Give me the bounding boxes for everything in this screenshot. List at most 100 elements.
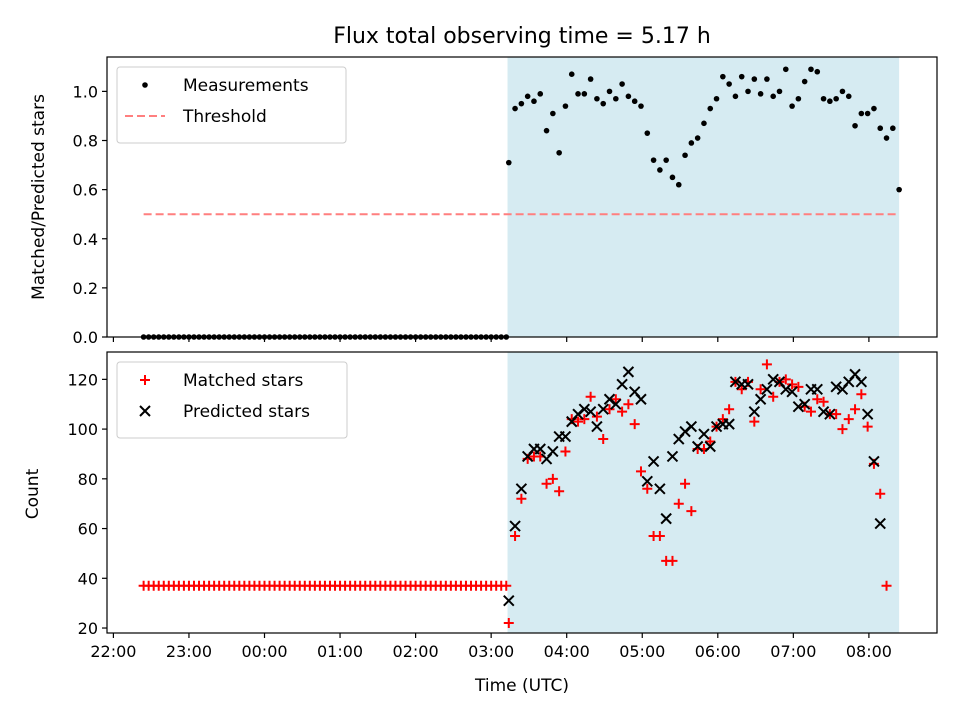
bottom-point xyxy=(837,424,848,435)
bottom-point xyxy=(705,436,716,447)
bottom-point xyxy=(698,428,710,440)
bottom-y-tick-label: 40 xyxy=(78,569,98,588)
top-axes-frame xyxy=(106,56,938,338)
top-point xyxy=(650,157,657,163)
top-panel: 0.0 0.2 0.4 0.6 0.8 1.0 Measurements Threshold xyxy=(73,56,938,347)
top-point xyxy=(606,88,613,95)
bottom-panel: 20 40 60 80 100 120 22:00 23:00 00:00 01:00 02:00 0… xyxy=(67,351,938,661)
x-axis-label: Time (UTC) xyxy=(474,676,569,696)
bottom-point xyxy=(654,483,666,495)
bottom-point xyxy=(780,383,792,396)
top-point xyxy=(833,95,839,102)
bottom-point xyxy=(798,398,811,410)
bottom-point xyxy=(591,420,603,433)
top-y-tick-label: 0.6 xyxy=(73,181,98,200)
bottom-legend: Matched stars Predicted stars xyxy=(116,361,348,439)
bottom-point xyxy=(710,420,723,433)
bottom-point xyxy=(691,440,704,453)
top-point xyxy=(575,91,581,97)
bottom-point xyxy=(736,384,747,395)
bottom-series-predicted-stars xyxy=(503,366,886,607)
bottom-x-tick-label: 06:00 xyxy=(695,642,741,661)
top-point xyxy=(537,91,544,97)
top-point xyxy=(524,93,531,100)
bottom-point xyxy=(635,466,646,477)
top-point xyxy=(550,110,556,117)
bottom-y-tick-label: 80 xyxy=(78,470,98,489)
bottom-point xyxy=(717,414,728,425)
bottom-point xyxy=(680,478,691,489)
top-point xyxy=(669,174,676,181)
bottom-point xyxy=(868,455,880,468)
top-point xyxy=(795,95,802,102)
top-point xyxy=(801,78,808,85)
top-point xyxy=(745,88,751,95)
top-point xyxy=(581,91,588,97)
bottom-point xyxy=(579,414,590,425)
top-y-tick-label: 0.4 xyxy=(73,230,98,249)
bottom-point xyxy=(647,455,660,468)
top-point xyxy=(613,95,619,102)
bottom-point xyxy=(724,404,735,415)
bottom-point xyxy=(749,416,760,427)
top-point xyxy=(631,98,638,105)
top-point xyxy=(562,103,569,109)
top-point xyxy=(845,93,852,100)
bottom-legend-marker xyxy=(139,405,151,417)
top-point xyxy=(543,127,550,134)
top-point xyxy=(808,66,814,73)
top-legend-box xyxy=(116,66,347,144)
top-legend-label: Measurements xyxy=(183,76,309,96)
top-point xyxy=(720,73,726,80)
bottom-point xyxy=(824,408,836,420)
bottom-point xyxy=(850,404,861,415)
bottom-point xyxy=(503,594,515,607)
top-point xyxy=(864,110,871,117)
bottom-point xyxy=(805,406,816,417)
top-point xyxy=(789,103,795,109)
top-point xyxy=(852,122,858,129)
bottom-point xyxy=(510,531,521,542)
bottom-point xyxy=(642,483,653,494)
bottom-point xyxy=(554,486,565,497)
bottom-point xyxy=(875,488,886,499)
bottom-point xyxy=(818,396,829,407)
bottom-point xyxy=(629,419,640,430)
bottom-x-tick-label: 00:00 xyxy=(241,642,287,661)
top-y-tick-label: 0.8 xyxy=(73,132,98,151)
top-y-tick-label: 0.2 xyxy=(73,279,98,298)
bottom-point xyxy=(817,405,830,418)
top-point xyxy=(638,103,644,109)
top-point xyxy=(827,98,833,105)
bottom-x-tick-label: 02:00 xyxy=(393,642,439,661)
bottom-point xyxy=(792,401,805,413)
top-point xyxy=(594,95,600,102)
bottom-legend-label: Matched stars xyxy=(183,371,303,391)
top-point xyxy=(738,73,745,80)
top-point xyxy=(701,120,707,127)
bottom-point xyxy=(761,383,773,396)
bottom-point xyxy=(843,414,854,425)
bottom-point xyxy=(754,393,767,405)
bottom-point xyxy=(610,394,621,405)
bottom-point xyxy=(723,418,735,430)
top-point xyxy=(587,76,594,82)
top-point xyxy=(877,125,884,132)
bottom-point xyxy=(855,376,868,388)
bottom-point xyxy=(622,366,635,378)
bottom-point xyxy=(768,391,779,402)
bottom-point xyxy=(761,359,772,370)
top-point xyxy=(657,167,663,173)
bottom-y-tick-label: 120 xyxy=(67,370,98,389)
top-point xyxy=(518,100,525,107)
bottom-point xyxy=(767,373,779,386)
bottom-point xyxy=(617,406,628,417)
bottom-point xyxy=(515,483,528,495)
top-observing-window xyxy=(507,57,900,337)
top-point xyxy=(644,130,651,136)
bottom-point xyxy=(547,473,558,484)
bottom-point xyxy=(862,421,873,432)
top-point xyxy=(556,149,562,156)
bottom-point xyxy=(666,450,679,463)
top-point xyxy=(600,100,607,107)
